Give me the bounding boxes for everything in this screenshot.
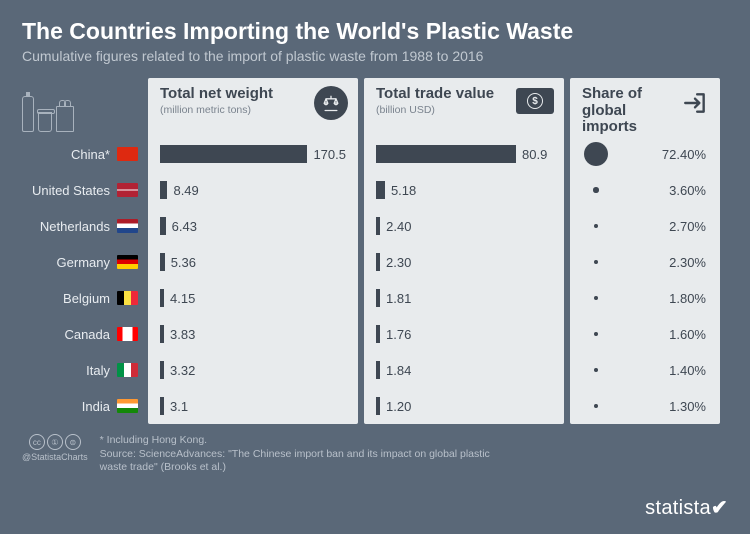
- value-row: 2.40: [364, 208, 564, 244]
- value-row: 2.30: [364, 244, 564, 280]
- flag-icon: [117, 327, 138, 341]
- share-row: 1.30%: [570, 388, 720, 424]
- value-row: 80.9: [364, 136, 564, 172]
- share-row: 2.30%: [570, 244, 720, 280]
- share-row: 3.60%: [570, 172, 720, 208]
- country-label: United States: [22, 172, 142, 208]
- value-row: 1.81: [364, 280, 564, 316]
- weight-row: 8.49: [148, 172, 358, 208]
- flag-icon: [117, 363, 138, 377]
- flag-icon: [117, 147, 138, 161]
- value-panel: Total trade value (billion USD) $ 80.95.…: [364, 78, 564, 424]
- weight-row: 3.1: [148, 388, 358, 424]
- license-block: cc ① ⊜ @StatistaCharts: [22, 434, 88, 462]
- country-label: Canada: [22, 316, 142, 352]
- share-row: 1.40%: [570, 352, 720, 388]
- country-label: Italy: [22, 352, 142, 388]
- country-labels-column: China*United StatesNetherlandsGermanyBel…: [22, 78, 142, 424]
- footnote: * Including Hong Kong.: [100, 434, 500, 448]
- flag-icon: [117, 183, 138, 197]
- flag-icon: [117, 255, 138, 269]
- source: Source: ScienceAdvances: "The Chinese im…: [100, 448, 500, 475]
- weight-row: 170.5: [148, 136, 358, 172]
- share-row: 2.70%: [570, 208, 720, 244]
- country-label: Germany: [22, 244, 142, 280]
- value-row: 1.84: [364, 352, 564, 388]
- country-label: India: [22, 388, 142, 424]
- weight-row: 6.43: [148, 208, 358, 244]
- waste-icons: [22, 78, 142, 136]
- weight-row: 5.36: [148, 244, 358, 280]
- cup-icon: [38, 112, 52, 132]
- flag-icon: [117, 219, 138, 233]
- handle: @StatistaCharts: [22, 452, 88, 462]
- share-row: 1.80%: [570, 280, 720, 316]
- weight-row: 4.15: [148, 280, 358, 316]
- flag-icon: [117, 399, 138, 413]
- value-row: 1.76: [364, 316, 564, 352]
- country-label: Netherlands: [22, 208, 142, 244]
- scale-icon: [314, 86, 348, 120]
- value-row: 1.20: [364, 388, 564, 424]
- weight-panel: Total net weight (million metric tons) 1…: [148, 78, 358, 424]
- share-panel: Share of global imports 72.40%3.60%2.70%…: [570, 78, 720, 424]
- share-row: 1.60%: [570, 316, 720, 352]
- bag-icon: [56, 106, 74, 132]
- nd-icon: ⊜: [65, 434, 81, 450]
- country-label: China*: [22, 136, 142, 172]
- by-icon: ①: [47, 434, 63, 450]
- chart-title: The Countries Importing the World's Plas…: [22, 18, 728, 45]
- value-row: 5.18: [364, 172, 564, 208]
- cc-icon: cc: [29, 434, 45, 450]
- chart-subtitle: Cumulative figures related to the import…: [22, 48, 728, 64]
- dollar-icon: $: [516, 88, 554, 114]
- share-row: 72.40%: [570, 136, 720, 172]
- bottle-icon: [22, 96, 34, 132]
- share-title: Share of global imports: [582, 86, 672, 136]
- weight-row: 3.32: [148, 352, 358, 388]
- country-label: Belgium: [22, 280, 142, 316]
- weight-row: 3.83: [148, 316, 358, 352]
- import-icon: [680, 88, 710, 118]
- statista-logo: statista✔: [645, 495, 728, 520]
- flag-icon: [117, 291, 138, 305]
